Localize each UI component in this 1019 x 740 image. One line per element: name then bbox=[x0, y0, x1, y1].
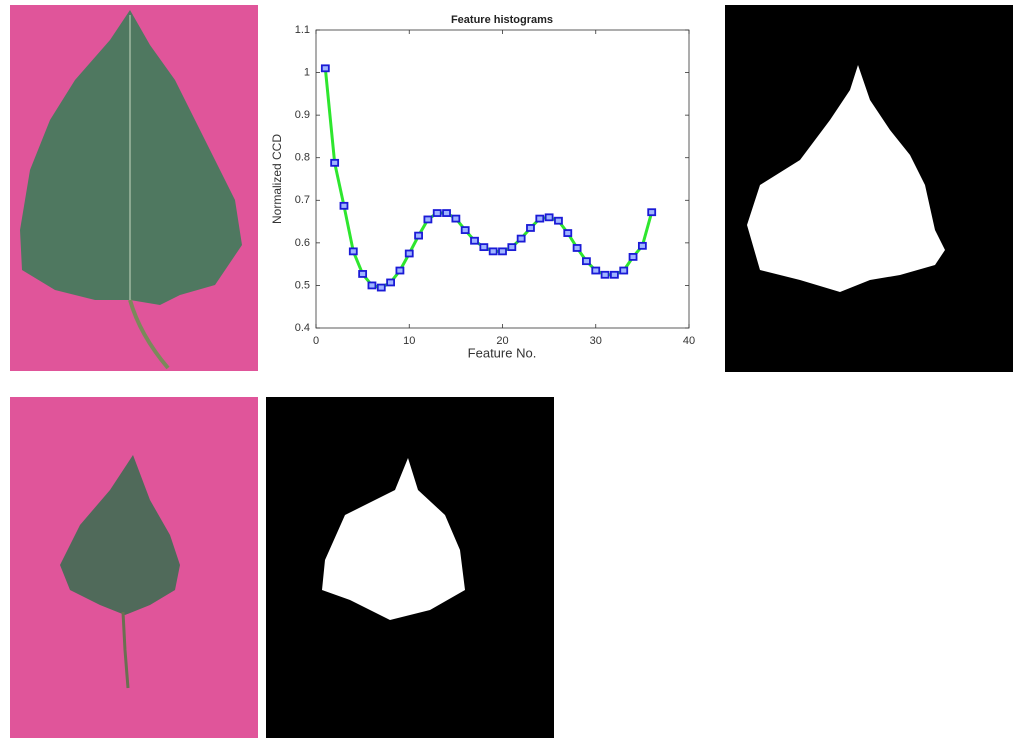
data-marker bbox=[443, 210, 450, 216]
data-marker bbox=[592, 268, 599, 274]
data-marker bbox=[536, 216, 543, 222]
y-tick-label: 0.4 bbox=[295, 322, 310, 334]
data-marker bbox=[574, 245, 581, 251]
data-marker bbox=[639, 243, 646, 249]
line-chart: Feature histograms Feature No. Normalize… bbox=[270, 14, 695, 361]
data-marker bbox=[518, 236, 525, 242]
data-marker bbox=[434, 210, 441, 216]
data-marker bbox=[322, 65, 329, 71]
data-marker bbox=[387, 279, 394, 285]
figure-canvas: Feature histograms Feature No. Normalize… bbox=[0, 0, 1019, 740]
data-marker bbox=[508, 244, 515, 250]
x-tick-label: 0 bbox=[313, 335, 319, 347]
data-marker bbox=[564, 230, 571, 236]
data-marker bbox=[424, 216, 431, 222]
leaf-photo-small bbox=[10, 397, 258, 738]
data-marker bbox=[359, 271, 366, 277]
data-marker bbox=[452, 216, 459, 222]
figure: Feature histograms Feature No. Normalize… bbox=[0, 0, 1019, 740]
y-tick-label: 1.1 bbox=[295, 24, 310, 36]
data-marker bbox=[499, 248, 506, 254]
data-marker bbox=[415, 233, 422, 239]
data-marker bbox=[480, 244, 487, 250]
data-marker bbox=[368, 282, 375, 288]
data-marker bbox=[350, 248, 357, 254]
data-marker bbox=[378, 285, 385, 291]
y-tick-label: 1 bbox=[304, 66, 310, 78]
y-tick-label: 0.9 bbox=[295, 109, 310, 121]
x-tick-label: 10 bbox=[403, 335, 415, 347]
data-marker bbox=[331, 160, 338, 166]
data-marker bbox=[546, 214, 553, 220]
data-marker bbox=[583, 258, 590, 264]
x-axis-label: Feature No. bbox=[468, 345, 537, 360]
x-tick-label: 20 bbox=[496, 335, 508, 347]
data-marker bbox=[602, 272, 609, 278]
x-tick-label: 40 bbox=[683, 335, 695, 347]
x-tick-label: 30 bbox=[590, 335, 602, 347]
data-marker bbox=[471, 238, 478, 244]
data-marker bbox=[555, 218, 562, 224]
data-marker bbox=[340, 203, 347, 209]
data-marker bbox=[630, 254, 637, 260]
data-marker bbox=[396, 268, 403, 274]
data-marker bbox=[527, 225, 534, 231]
y-axis-label: Normalized CCD bbox=[270, 134, 284, 224]
y-tick-label: 0.6 bbox=[295, 237, 310, 249]
data-marker bbox=[462, 227, 469, 233]
data-marker bbox=[406, 251, 413, 257]
leaf-mask-small bbox=[266, 397, 554, 738]
data-marker bbox=[490, 248, 497, 254]
data-marker bbox=[620, 268, 627, 274]
leaf-mask-large bbox=[725, 5, 1013, 372]
y-tick-label: 0.8 bbox=[295, 152, 310, 164]
data-marker bbox=[648, 209, 655, 215]
y-tick-label: 0.7 bbox=[295, 194, 310, 206]
leaf-photo-large bbox=[10, 5, 258, 371]
data-marker bbox=[611, 272, 618, 278]
y-tick-label: 0.5 bbox=[295, 279, 310, 291]
chart-title: Feature histograms bbox=[451, 14, 553, 26]
